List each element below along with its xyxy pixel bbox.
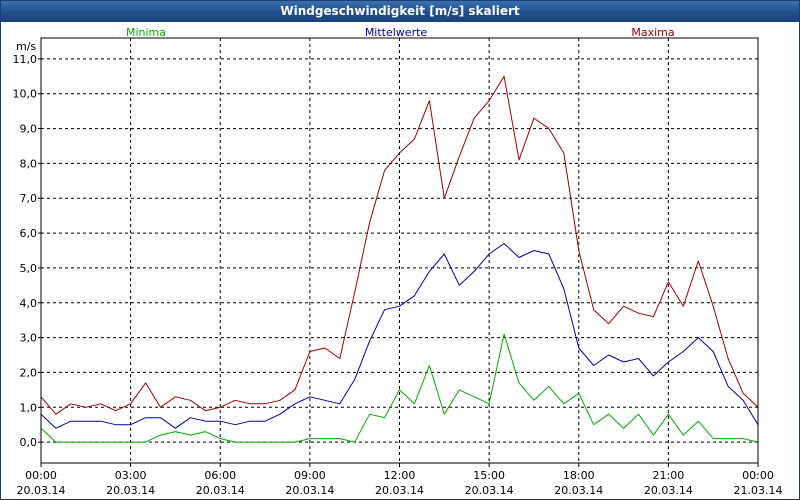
y-tick-label: 6,0 [20,227,38,240]
y-tick-label: 10,0 [13,88,38,101]
x-tick-date: 20.03.14 [465,484,514,497]
legend-mittelwerte: Mittelwerte [365,26,428,39]
legend: Minima Mittelwerte Maxima [126,26,675,39]
x-tick-time: 18:00 [563,469,595,482]
y-tick-label: 9,0 [20,123,38,136]
x-tick-date: 20.03.14 [644,484,693,497]
x-tick-time: 06:00 [204,469,236,482]
x-tick-date: 20.03.14 [375,484,424,497]
series-line-mittelwerte [40,243,759,429]
grid [41,38,758,463]
y-tick-label: 7,0 [20,192,38,205]
y-tick-label: 4,0 [20,297,38,310]
x-tick-time: 09:00 [294,469,326,482]
y-tick-label: 0,0 [20,436,38,449]
legend-minima: Minima [126,26,166,39]
x-tick-date: 20.03.14 [285,484,334,497]
x-tick-time: 03:00 [115,469,147,482]
y-tick-label: 3,0 [20,332,38,345]
y-axis-ticks: 0,0 1,0 2,0 3,0 4,0 5,0 6,0 7,0 8,0 9,0 10,0 11,0 [13,53,41,449]
x-tick-time: 15:00 [473,469,505,482]
x-tick-date: 21.03.14 [734,484,783,497]
legend-maxima: Maxima [631,26,674,39]
x-tick-date: 20.03.14 [196,484,245,497]
x-tick-date: 20.03.14 [17,484,66,497]
y-tick-label: 5,0 [20,262,38,275]
y-tick-label: 8,0 [20,157,38,170]
x-axis-ticks: 00:00 20.03.14 03:00 20.03.14 06:00 20.03.14 0… [17,463,783,497]
y-tick-label: 1,0 [20,401,38,414]
wind-speed-chart: m/s Minima Mittelwerte Maxima 0,0 1,0 2,0 3,0… [13,26,783,497]
y-tick-label: 11,0 [13,53,38,66]
x-tick-date: 20.03.14 [554,484,603,497]
x-tick-time: 12:00 [384,469,416,482]
window-title: Windgeschwindigkeit [m/s] skaliert [1,1,799,22]
x-tick-date: 20.03.14 [106,484,155,497]
series-line-maxima [40,75,759,415]
series-group [40,75,759,443]
series-line-minima [40,333,759,443]
x-tick-time: 00:00 [25,469,57,482]
x-tick-time: 00:00 [742,469,774,482]
y-tick-label: 2,0 [20,366,38,379]
x-tick-time: 21:00 [653,469,685,482]
y-axis-label: m/s [16,40,36,53]
